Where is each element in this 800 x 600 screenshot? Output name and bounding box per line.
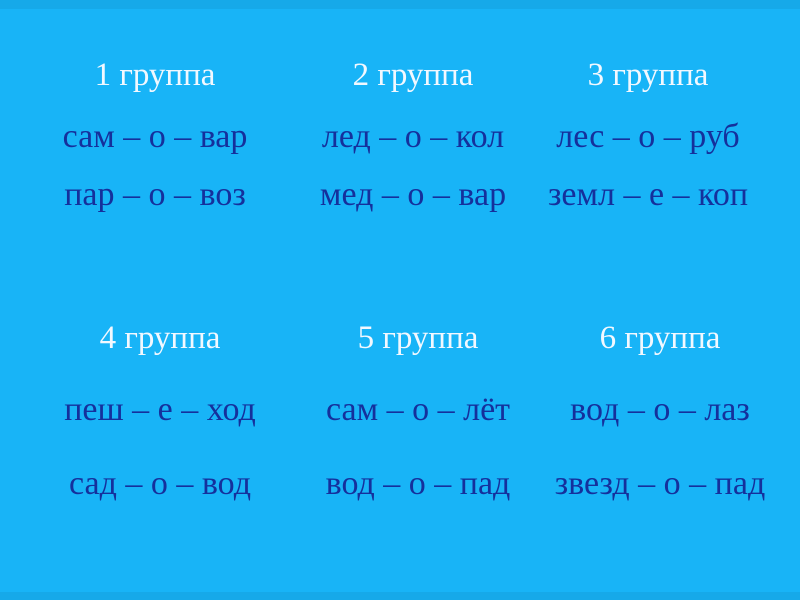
group-3-word-1: лес – о – руб [556,118,740,155]
group-4: 4 группа пеш – е – ход сад – о – вод [15,318,305,504]
group-1-word-2: пар – о – воз [64,176,246,213]
group-2: 2 группа лед – о – кол мед – о – вар [268,55,558,215]
group-3-title: 3 группа [587,57,709,93]
group-2-title: 2 группа [352,57,474,93]
bottom-edge-strip [0,592,800,600]
group-6-title: 6 группа [599,320,721,356]
group-5: 5 группа сам – о – лёт вод – о – пад [273,318,563,504]
group-5-word-2: вод – о – пад [325,465,511,502]
group-5-word-1: сам – о – лёт [325,391,511,428]
group-6-word-2: звезд – о – пад [554,465,766,502]
group-3-word-2: земл – е – коп [547,176,749,213]
group-3: 3 группа лес – о – руб земл – е – коп [503,55,793,215]
group-6: 6 группа вод – о – лаз звезд – о – пад [515,318,800,504]
group-2-word-1: лед – о – кол [321,118,505,155]
group-5-title: 5 группа [357,320,479,356]
group-1-title: 1 группа [94,57,216,93]
group-1-word-1: сам – о – вар [62,118,248,155]
group-2-word-2: мед – о – вар [319,176,507,213]
group-6-word-1: вод – о – лаз [570,391,750,428]
top-edge-strip [0,0,800,9]
group-4-word-2: сад – о – вод [68,465,252,502]
group-4-word-1: пеш – е – ход [64,391,256,428]
group-4-title: 4 группа [99,320,221,356]
group-1: 1 группа сам – о – вар пар – о – воз [10,55,300,215]
